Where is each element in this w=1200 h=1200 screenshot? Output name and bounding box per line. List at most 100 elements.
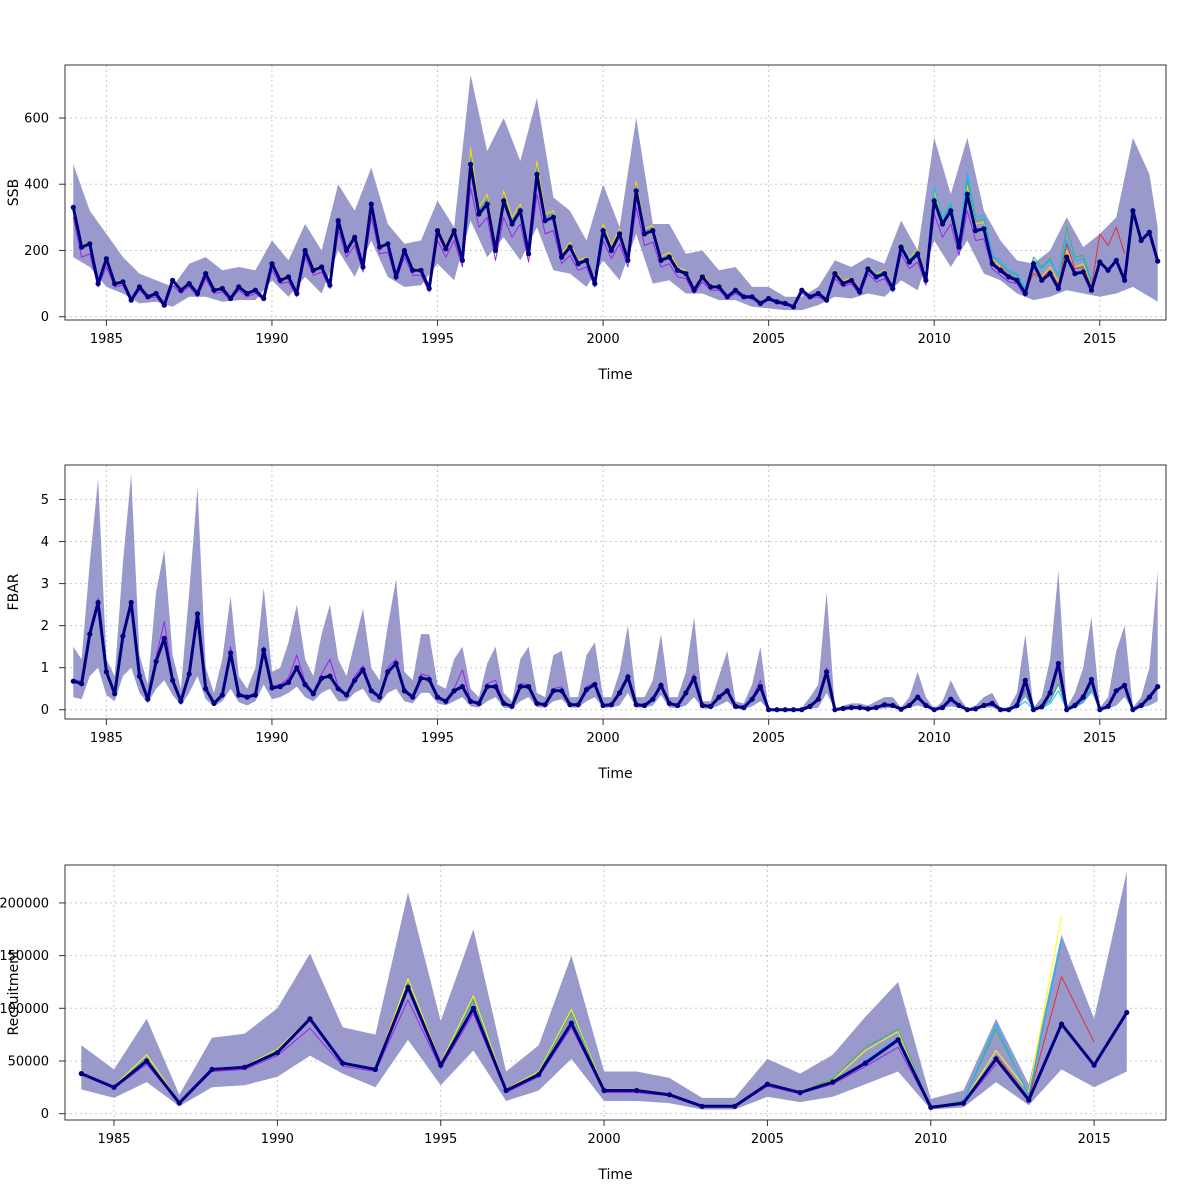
fbar-point-93 xyxy=(840,705,846,712)
recruitment-y-tick-label-2: 100000 xyxy=(0,1002,49,1017)
fbar-plot-frame xyxy=(64,464,1167,720)
fbar-point-43 xyxy=(426,676,432,683)
ssb-point-87 xyxy=(790,304,797,310)
recruitment-x-tick-label-5: 2010 xyxy=(914,1132,947,1147)
recruitment-y-tick-label-0: 0 xyxy=(41,1107,49,1122)
ssb-point-21 xyxy=(244,290,250,297)
fbar-y-ticks: 0 1 2 3 4 5 xyxy=(41,493,65,718)
ssb-point-90 xyxy=(815,290,821,297)
fbar-point-109 xyxy=(973,706,979,712)
fbar-point-23 xyxy=(261,647,267,653)
fbar-point-27 xyxy=(294,665,300,671)
recruitment-point-14 xyxy=(536,1072,542,1078)
fbar-point-8 xyxy=(136,673,143,679)
fbar-point-56 xyxy=(534,700,540,707)
ssb-point-79 xyxy=(724,294,730,300)
fbar-x-ticks: 1985 1990 1995 2000 2005 2010 2015 xyxy=(90,719,1116,746)
ssb-point-53 xyxy=(509,221,515,227)
fbar-y-tick-label-3: 3 xyxy=(41,577,49,592)
ssb-y-ticks: 0 200 400 600 xyxy=(24,111,65,325)
ssb-point-119 xyxy=(1055,285,1061,292)
fbar-confidence-band xyxy=(73,474,1158,710)
fbar-y-tick-label-2: 2 xyxy=(41,619,49,634)
fbar-point-102 xyxy=(915,694,921,700)
recruitment-plot-frame xyxy=(64,864,1167,1121)
recruitment-x-axis-title: Time xyxy=(597,1167,632,1183)
ssb-y-tick-label-0: 0 xyxy=(41,310,49,325)
recruitment-point-15 xyxy=(568,1020,575,1026)
recruitment-point-6 xyxy=(274,1050,280,1056)
ssb-point-125 xyxy=(1105,267,1111,273)
ssb-y-tick-label-2: 400 xyxy=(24,178,49,193)
ssb-point-112 xyxy=(997,267,1004,273)
recruitment-point-21 xyxy=(764,1081,771,1087)
recruitment-point-11 xyxy=(438,1062,444,1068)
ssb-point-29 xyxy=(310,267,316,273)
ssb-point-35 xyxy=(360,264,366,270)
ssb-point-102 xyxy=(915,251,921,257)
fbar-point-121 xyxy=(1072,702,1078,709)
fbar-point-104 xyxy=(931,707,937,713)
ssb-point-48 xyxy=(468,161,474,167)
fbar-point-83 xyxy=(757,684,764,690)
fbar-point-96 xyxy=(865,706,871,712)
recruitment-y-ticks: 0 50000 100000 150000 200000 xyxy=(0,896,65,1122)
fbar-point-12 xyxy=(170,677,176,683)
ssb-x-ticks: 1985 1990 1995 2000 2005 2010 2015 xyxy=(90,320,1116,347)
fbar-point-90 xyxy=(815,696,821,702)
fbar-point-44 xyxy=(434,694,441,700)
ssb-point-84 xyxy=(766,295,772,302)
fbar-point-35 xyxy=(360,667,366,673)
fbar-point-120 xyxy=(1064,707,1070,713)
fbar-point-61 xyxy=(575,702,581,708)
ssb-point-124 xyxy=(1097,259,1103,265)
fbar-point-89 xyxy=(807,703,813,710)
fbar-point-73 xyxy=(675,702,681,709)
ssb-point-89 xyxy=(807,294,813,300)
ssb-point-77 xyxy=(708,284,714,290)
ssb-point-44 xyxy=(434,228,441,234)
recruitment-point-32 xyxy=(1124,1009,1130,1016)
fbar-point-41 xyxy=(410,694,416,700)
recruitment-point-0 xyxy=(78,1071,84,1077)
fbar-point-67 xyxy=(625,674,631,680)
ssb-point-28 xyxy=(302,247,308,254)
fbar-point-0 xyxy=(70,678,76,684)
fbar-point-30 xyxy=(319,675,325,681)
fbar-panel: 1985 1990 1995 2000 2005 2010 2015 0 1 2 3 4 5 Time… xyxy=(6,464,1167,782)
fbar-point-19 xyxy=(228,650,234,656)
recruitment-y-tick-label-3: 150000 xyxy=(0,949,49,964)
ssb-x-tick-label-2: 1995 xyxy=(421,332,454,347)
fbar-point-18 xyxy=(219,692,225,698)
fbar-point-99 xyxy=(890,702,896,709)
ssb-point-42 xyxy=(418,267,424,273)
fbar-point-24 xyxy=(269,685,275,691)
fbar-point-91 xyxy=(824,669,830,675)
ssb-point-30 xyxy=(319,264,325,270)
fbar-point-64 xyxy=(600,702,606,709)
ssb-point-31 xyxy=(327,282,333,288)
ssb-point-128 xyxy=(1130,208,1136,214)
fbar-point-2 xyxy=(87,631,93,637)
recruitment-point-3 xyxy=(176,1100,182,1106)
ssb-point-68 xyxy=(633,188,639,194)
recruitment-axes xyxy=(64,864,1167,1121)
ssb-x-tick-label-1: 1990 xyxy=(255,332,288,347)
fbar-point-60 xyxy=(567,702,573,708)
recruitment-point-8 xyxy=(340,1060,346,1066)
fbar-point-110 xyxy=(981,702,987,709)
recruitment-point-30 xyxy=(1058,1021,1065,1027)
recruitment-point-5 xyxy=(242,1064,248,1070)
ssb-point-52 xyxy=(501,198,507,204)
ssb-point-55 xyxy=(526,251,532,257)
ssb-point-122 xyxy=(1080,269,1086,275)
ssb-point-57 xyxy=(542,218,548,224)
ssb-point-33 xyxy=(343,247,350,254)
ssb-point-72 xyxy=(666,254,672,260)
ssb-point-80 xyxy=(732,287,739,293)
fbar-point-50 xyxy=(484,684,490,690)
recruitment-x-tick-label-2: 1995 xyxy=(424,1132,457,1147)
ssb-point-103 xyxy=(923,277,929,283)
recruitment-y-axis-title: Recruitment xyxy=(6,949,22,1036)
